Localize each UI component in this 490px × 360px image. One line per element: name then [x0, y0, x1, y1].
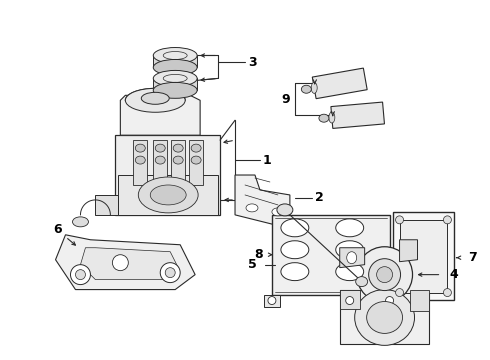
Ellipse shape — [153, 82, 197, 98]
Ellipse shape — [277, 204, 293, 216]
Polygon shape — [340, 248, 365, 268]
Bar — [153, 140, 167, 185]
Ellipse shape — [268, 297, 276, 305]
Text: 4: 4 — [449, 268, 458, 281]
Ellipse shape — [173, 156, 183, 164]
Polygon shape — [340, 289, 360, 310]
Ellipse shape — [356, 276, 368, 287]
Polygon shape — [410, 289, 429, 311]
Ellipse shape — [165, 268, 175, 278]
Ellipse shape — [135, 144, 145, 152]
Ellipse shape — [173, 144, 183, 152]
Polygon shape — [153, 55, 197, 67]
Ellipse shape — [112, 255, 128, 271]
Ellipse shape — [153, 59, 197, 75]
Polygon shape — [392, 212, 454, 300]
Ellipse shape — [135, 156, 145, 164]
Bar — [189, 140, 203, 185]
Polygon shape — [153, 78, 197, 90]
Polygon shape — [55, 235, 195, 289]
Ellipse shape — [301, 85, 311, 93]
Ellipse shape — [377, 267, 392, 283]
Polygon shape — [121, 95, 200, 135]
Ellipse shape — [357, 247, 413, 302]
Polygon shape — [264, 294, 280, 306]
Ellipse shape — [386, 297, 393, 305]
Ellipse shape — [138, 177, 198, 213]
Ellipse shape — [395, 216, 404, 224]
Ellipse shape — [368, 259, 400, 291]
Ellipse shape — [367, 302, 403, 333]
Polygon shape — [115, 135, 220, 215]
Polygon shape — [272, 215, 390, 294]
Text: 2: 2 — [316, 192, 324, 204]
Text: 5: 5 — [248, 258, 257, 271]
Polygon shape — [399, 220, 447, 293]
Ellipse shape — [346, 297, 354, 305]
Ellipse shape — [336, 263, 364, 280]
Polygon shape — [312, 68, 367, 99]
Ellipse shape — [281, 219, 309, 237]
Polygon shape — [331, 102, 385, 129]
Ellipse shape — [311, 82, 317, 93]
Ellipse shape — [336, 219, 364, 237]
Ellipse shape — [281, 241, 309, 259]
Ellipse shape — [125, 88, 185, 112]
Ellipse shape — [191, 156, 201, 164]
Ellipse shape — [153, 71, 197, 86]
Ellipse shape — [73, 217, 89, 227]
Polygon shape — [96, 195, 119, 215]
Ellipse shape — [443, 289, 451, 297]
Ellipse shape — [347, 252, 357, 264]
Ellipse shape — [153, 48, 197, 63]
Ellipse shape — [355, 289, 415, 345]
Ellipse shape — [141, 92, 169, 104]
Ellipse shape — [160, 263, 180, 283]
Ellipse shape — [336, 241, 364, 259]
Text: 3: 3 — [248, 56, 257, 69]
Bar — [171, 140, 185, 185]
Text: 6: 6 — [53, 223, 62, 236]
Polygon shape — [235, 175, 290, 225]
Polygon shape — [342, 294, 358, 306]
Polygon shape — [340, 289, 429, 345]
Ellipse shape — [155, 144, 165, 152]
Ellipse shape — [319, 114, 329, 122]
Ellipse shape — [75, 270, 85, 280]
Ellipse shape — [150, 185, 186, 205]
Bar — [133, 140, 147, 185]
Polygon shape — [119, 175, 218, 215]
Ellipse shape — [395, 289, 404, 297]
Polygon shape — [399, 240, 417, 262]
Ellipse shape — [191, 144, 201, 152]
Ellipse shape — [272, 208, 284, 216]
Polygon shape — [80, 248, 178, 280]
Text: 8: 8 — [254, 248, 263, 261]
Text: 9: 9 — [282, 93, 290, 106]
Ellipse shape — [281, 263, 309, 280]
Polygon shape — [382, 294, 397, 306]
Ellipse shape — [246, 204, 258, 212]
Ellipse shape — [155, 156, 165, 164]
Text: 7: 7 — [468, 251, 477, 264]
Ellipse shape — [329, 112, 335, 123]
Text: 1: 1 — [263, 154, 271, 167]
Ellipse shape — [71, 265, 91, 285]
Ellipse shape — [443, 216, 451, 224]
